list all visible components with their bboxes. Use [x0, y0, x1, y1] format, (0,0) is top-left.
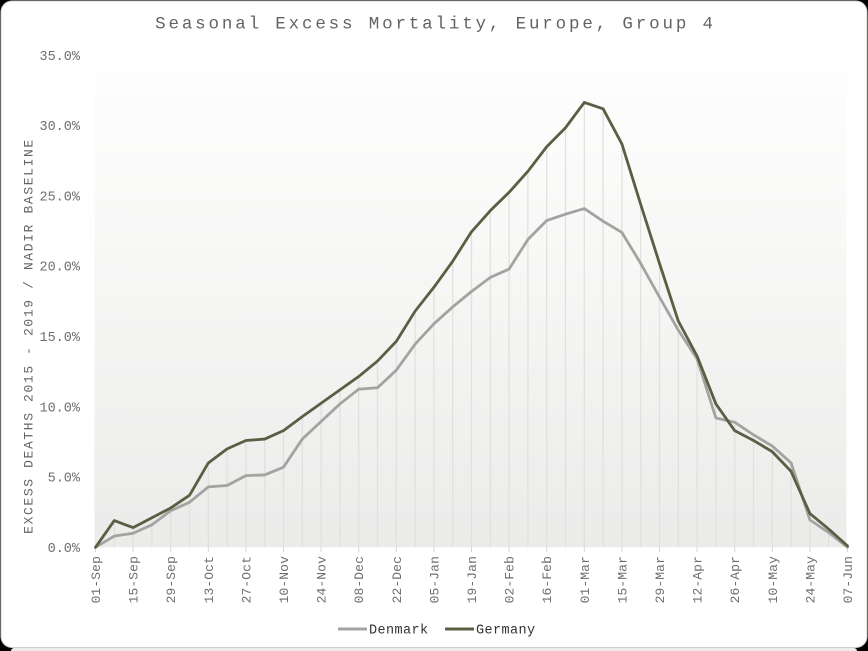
svg-text:15.0%: 15.0% [39, 331, 80, 346]
svg-text:35.0%: 35.0% [39, 50, 80, 65]
svg-text:EXCESS DEATHS 2015 - 2019 / NA: EXCESS DEATHS 2015 - 2019 / NADIR BASELI… [22, 138, 37, 534]
svg-text:01-Sep: 01-Sep [89, 556, 104, 603]
svg-text:30.0%: 30.0% [39, 120, 80, 135]
svg-text:08-Dec: 08-Dec [352, 556, 367, 603]
svg-text:01-Mar: 01-Mar [578, 556, 593, 603]
svg-text:0.0%: 0.0% [48, 542, 81, 557]
svg-text:02-Feb: 02-Feb [503, 556, 518, 603]
svg-text:26-Apr: 26-Apr [728, 556, 743, 603]
svg-text:16-Feb: 16-Feb [540, 556, 555, 603]
svg-text:Denmark: Denmark [369, 624, 429, 639]
svg-text:24-May: 24-May [803, 556, 818, 604]
svg-text:15-Sep: 15-Sep [127, 556, 142, 603]
svg-text:05-Jan: 05-Jan [427, 556, 442, 603]
svg-text:25.0%: 25.0% [39, 190, 80, 205]
svg-text:10-May: 10-May [766, 556, 781, 604]
svg-text:10-Nov: 10-Nov [277, 556, 292, 604]
svg-text:Seasonal Excess Mortality, Eur: Seasonal Excess Mortality, Europe, Group… [155, 15, 716, 35]
svg-text:19-Jan: 19-Jan [465, 556, 480, 603]
svg-text:20.0%: 20.0% [39, 261, 80, 276]
svg-text:29-Mar: 29-Mar [653, 556, 668, 603]
svg-text:24-Nov: 24-Nov [315, 556, 330, 604]
svg-text:10.0%: 10.0% [39, 401, 80, 416]
svg-text:5.0%: 5.0% [48, 472, 81, 487]
svg-text:07-Jun: 07-Jun [841, 556, 856, 603]
svg-text:27-Oct: 27-Oct [239, 556, 254, 603]
svg-text:15-Mar: 15-Mar [615, 556, 630, 603]
svg-text:Germany: Germany [476, 624, 536, 639]
svg-text:13-Oct: 13-Oct [202, 556, 217, 603]
svg-text:12-Apr: 12-Apr [691, 556, 706, 603]
svg-text:29-Sep: 29-Sep [164, 556, 179, 603]
svg-text:22-Dec: 22-Dec [390, 556, 405, 603]
